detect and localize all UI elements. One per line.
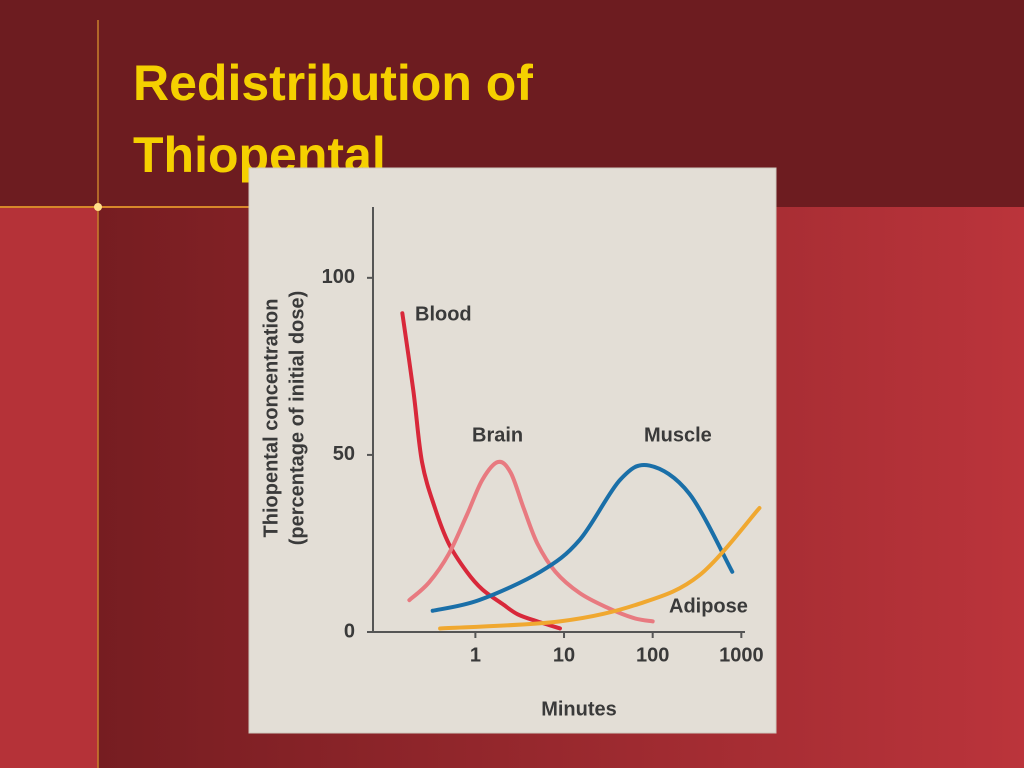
series-label: Brain — [472, 424, 523, 446]
y-axis-label: (percentage of initial dose) — [286, 291, 308, 545]
x-axis-label: Minutes — [541, 698, 617, 720]
series-label: Blood — [415, 303, 472, 325]
series-line — [400, 311, 562, 631]
x-tick-label: 100 — [636, 644, 669, 666]
series-label: Muscle — [644, 424, 712, 446]
y-axis-label: Thiopental concentration — [260, 299, 282, 538]
slide-title: Redistribution of — [133, 55, 533, 111]
x-tick-label: 1000 — [719, 644, 764, 666]
decor-star — [94, 203, 102, 211]
series-label: Adipose — [669, 595, 748, 617]
y-tick-label: 100 — [322, 266, 355, 288]
y-tick-label: 50 — [333, 443, 355, 465]
y-tick-label: 0 — [344, 620, 355, 642]
series-line — [430, 462, 735, 613]
chart-panel — [248, 167, 777, 734]
series-line — [407, 459, 655, 624]
series-line — [438, 506, 762, 631]
x-tick-label: 10 — [553, 644, 575, 666]
x-tick-label: 1 — [470, 644, 481, 666]
